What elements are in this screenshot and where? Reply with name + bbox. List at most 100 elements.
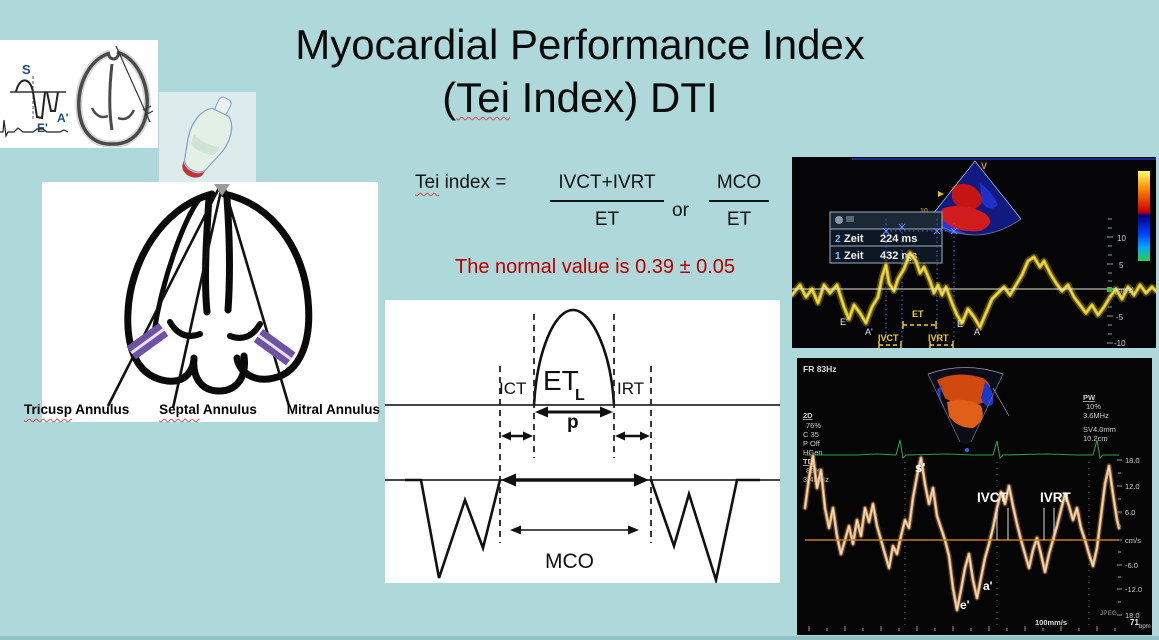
echo-image-top: V 10 2 Zeit 224 ms 1 Zeit 432 ms <box>792 157 1156 348</box>
s-label: S <box>22 62 31 77</box>
caliper-cross-marks <box>882 223 958 235</box>
a-prime-wave <box>46 91 59 112</box>
param-tdi: TDI <box>803 457 815 466</box>
mco-arrow <box>510 525 639 535</box>
scale-6: 6.0 <box>1125 508 1135 517</box>
tei-index-schematic: ET L p ICT IRT MCO <box>385 300 780 583</box>
s-wave <box>15 79 34 93</box>
ivct-label: IVCT <box>977 490 1009 505</box>
depth-marker-icon <box>938 191 944 197</box>
heart-rate-unit: bpm <box>1139 624 1151 630</box>
scale-5: 5 <box>1119 261 1124 270</box>
fraction-ivct-ivrt-over-et: IVCT+IVRT ET <box>540 172 674 231</box>
scale-12: 12.0 <box>1125 482 1140 491</box>
color-scale-bar <box>1138 171 1150 261</box>
p-label: p <box>567 412 579 433</box>
page-title: Myocardial Performance Index (Tei Index)… <box>150 18 1010 124</box>
interval-labels: ET IVCT IVRT <box>878 309 949 343</box>
tdi-spectral-trace <box>792 249 1156 331</box>
scale-m10: -10 <box>1114 339 1126 348</box>
meas-row2-label: Zeit <box>844 250 864 262</box>
velocity-scale: 10 5 [cm/s] -5 -10 <box>1107 218 1134 348</box>
meas-row2-num: 1 <box>835 251 841 262</box>
irt-arrow <box>615 431 650 441</box>
ivrt-label: IVRT <box>928 333 949 343</box>
param-hgen: HGen <box>803 448 823 457</box>
denominator-2: ET <box>726 209 752 230</box>
s-label: S' <box>906 253 914 263</box>
ultrasound-probe-image <box>159 92 256 183</box>
ict-arrow <box>501 431 533 441</box>
normal-value-text: The normal value is 0.39 ± 0.05 <box>455 256 736 278</box>
total-interval-arrow <box>501 473 649 487</box>
top-edge-line <box>852 158 1156 160</box>
formula-or: or <box>672 200 689 221</box>
annulus-drawing <box>106 184 313 409</box>
scale-m5: -5 <box>1116 313 1124 322</box>
et-label: ET <box>543 365 579 396</box>
ejection-envelope <box>532 308 616 406</box>
caliper-lines <box>885 219 955 343</box>
fraction-mco-over-et: MCO ET <box>702 172 776 231</box>
et-label: ET <box>912 309 924 319</box>
frame-rate-label: FR 83Hz <box>803 364 837 374</box>
param-pw-gain: 10% <box>1086 402 1101 411</box>
heart-rate: 71 <box>1130 618 1139 627</box>
param-pw: PW <box>1083 393 1096 402</box>
scale-unit: cm/s <box>1125 536 1141 545</box>
a-prime-label: a' <box>983 579 993 593</box>
param-p: P Off <box>803 439 821 448</box>
denominator-1: ET <box>594 209 620 230</box>
e-prime-label: e' <box>960 598 970 612</box>
title-line-1: Myocardial Performance Index <box>295 21 865 68</box>
mitral-inflow-left <box>405 478 502 579</box>
annulus-labels: Tricusp Annulus Septal Annulus Mitral An… <box>24 402 380 417</box>
probe-body <box>182 96 233 178</box>
interval-dash-markers <box>878 321 954 348</box>
color-doppler-sector <box>927 367 1010 452</box>
slide-bottom-edge <box>0 636 1159 640</box>
irt-label: IRT <box>617 379 644 398</box>
param-c: C 35 <box>803 430 819 439</box>
ict-label: ICT <box>499 379 526 398</box>
color-doppler-sector <box>928 160 1022 236</box>
echo-image-bottom: FR 83Hz 2D 76% C 35 P Off HGen TDI 89% 3… <box>797 358 1152 635</box>
scale-m12: -12.0 <box>1125 585 1142 594</box>
ecg-heart-inset-drawing: S E' A' <box>0 45 154 148</box>
apex-mark <box>214 184 230 196</box>
e-prime-wave <box>32 91 46 120</box>
echo-bottom-drawing: FR 83Hz 2D 76% C 35 P Off HGen TDI 89% 3… <box>797 358 1152 635</box>
numerator-2: MCO <box>708 172 770 202</box>
title-line-2: (Tei Index) DTI <box>442 74 718 121</box>
e1-label: E' <box>840 317 848 327</box>
s-prime-label: s' <box>915 460 925 475</box>
param-depth: 10.2cm <box>1083 434 1108 443</box>
scale-18: 18.0 <box>1125 456 1140 465</box>
velocity-scale: 18.0 12.0 6.0 cm/s -6.0 -12.0 18.0 71 bp… <box>1117 456 1151 630</box>
echo-top-drawing: V 10 2 Zeit 224 ms 1 Zeit 432 ms <box>792 157 1156 348</box>
label-septal-annulus: Septal Annulus <box>159 402 257 417</box>
param-sv: SV4.0mm <box>1083 425 1116 434</box>
label-tricuspid-annulus: Tricusp Annulus <box>24 402 130 417</box>
v-label: V <box>981 161 987 171</box>
scale-unit: [cm/s] <box>1115 288 1134 295</box>
sample-volume-markers <box>126 322 296 366</box>
ecg-trace <box>0 119 69 139</box>
ivrt-label: IVRT <box>1040 490 1072 505</box>
ecg-trace <box>805 439 1119 460</box>
right-params: PW 10% 3.6MHz SV4.0mm 10.2cm <box>1083 393 1116 443</box>
baseline-marker <box>1107 287 1112 292</box>
pw-spectral-trace <box>802 453 1122 613</box>
numerator-1: IVCT+IVRT <box>550 172 664 202</box>
l-label: L <box>575 387 585 404</box>
mitral-inflow-right <box>649 478 760 583</box>
title-tei: Tei <box>456 74 510 121</box>
scale-m6: -6.0 <box>1125 561 1138 570</box>
param-pw-freq: 3.6MHz <box>1083 411 1109 420</box>
heart-outline <box>75 45 154 148</box>
meas-row1-label: Zeit <box>844 233 864 245</box>
measure-icon <box>835 216 843 224</box>
a-prime-label: A' <box>57 111 69 125</box>
scale-m18: 18.0 <box>1125 611 1140 620</box>
beam-lines <box>106 185 291 409</box>
